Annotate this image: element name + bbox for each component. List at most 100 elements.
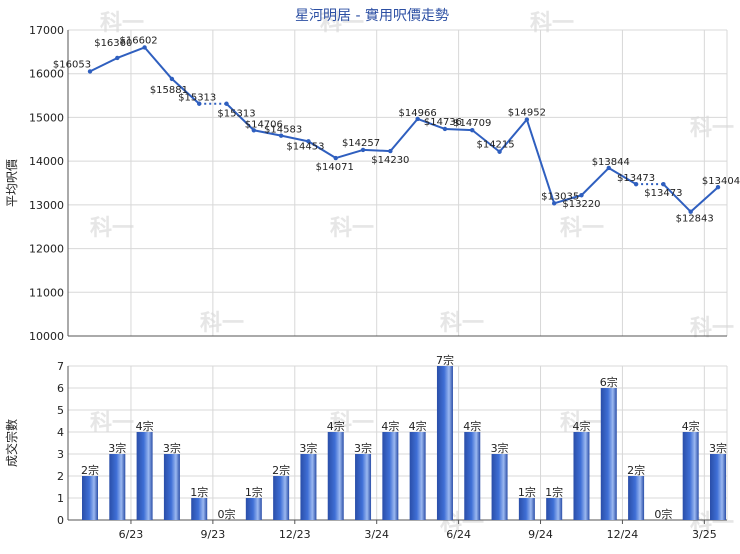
line-point-label: $14966 (399, 108, 437, 119)
series-line-segment (143, 46, 173, 80)
series-line-segment (171, 78, 200, 105)
line-point (388, 148, 393, 154)
bar (710, 454, 726, 520)
watermark-text: 科一 (440, 311, 484, 336)
line-point-label: $14257 (342, 138, 380, 149)
series-line-segment (608, 167, 637, 186)
line-point-label: $13404 (702, 176, 740, 187)
line-point-label: $14230 (371, 155, 409, 166)
y-tick-label: 14000 (29, 155, 64, 168)
bar-label: 4宗 (572, 419, 590, 433)
bar-label: 2宗 (272, 463, 290, 477)
y-tick-label: 12000 (29, 243, 64, 256)
bar (491, 454, 508, 520)
line-point (415, 116, 420, 122)
bar-label: 4宗 (463, 419, 481, 433)
line-point (197, 101, 202, 106)
line-point-label: $16360 (94, 38, 132, 49)
y-tick-label: 3 (57, 448, 64, 461)
bar (191, 498, 208, 520)
x-tick-label: 12/23 (279, 528, 311, 541)
y-axis-label: 平均呎價 (5, 159, 19, 207)
bar (518, 498, 535, 520)
line-point (524, 117, 530, 122)
watermark-text: 科一 (330, 216, 374, 241)
series-line-segment (690, 186, 719, 213)
bar (163, 454, 180, 520)
line-point-label: $13035 (541, 191, 579, 202)
series-line-segment (498, 118, 528, 153)
bar-label: 3宗 (491, 441, 509, 455)
bar (600, 388, 617, 520)
series-line-segment (307, 140, 337, 159)
x-tick-label: 9/24 (528, 528, 553, 541)
y-tick-label: 13000 (29, 199, 64, 212)
x-tick-label: 3/24 (364, 528, 389, 541)
line-point (579, 193, 584, 198)
bar-label: 2宗 (81, 463, 99, 477)
bar (682, 432, 699, 520)
line-point-label: $14706 (245, 119, 283, 130)
y-tick-label: 15000 (29, 111, 64, 124)
line-point-label: $15313 (217, 109, 255, 120)
line-point (251, 128, 257, 133)
line-point-label: $13220 (562, 199, 600, 210)
series-line-segment (525, 119, 556, 204)
bar-label: 4宗 (327, 419, 345, 433)
line-point-label: $14215 (476, 140, 514, 151)
y-axis-label: 成交宗數 (4, 419, 19, 467)
bar (382, 432, 399, 520)
bar (245, 498, 262, 520)
line-point (715, 184, 721, 190)
series-line-segment (335, 148, 364, 159)
bar-label: 1宗 (190, 485, 208, 499)
series-line-segment (662, 183, 692, 213)
y-tick-label: 4 (57, 426, 64, 439)
x-tick-label: 12/24 (607, 528, 639, 541)
line-point (470, 127, 475, 133)
line-point (551, 201, 557, 206)
watermark-text: 科一 (200, 311, 244, 336)
transactions-bar-chart: 0 1 2 3 4 5 6 7 成交宗數 2宗 3宗 4宗 3宗 1宗 0宗 1宗 2宗 3宗 4宗 3宗 4宗 4宗 7宗… (4, 353, 728, 541)
y-tick-label: 6 (57, 382, 64, 395)
series-line-segment (89, 57, 118, 73)
line-point (633, 181, 639, 187)
series-line-segment (444, 127, 473, 132)
series-line-segment (417, 117, 446, 130)
bar (300, 454, 317, 520)
y-tick-label: 17000 (29, 24, 64, 37)
x-tick-label: 3/25 (692, 528, 717, 541)
bar-label: 2宗 (627, 463, 645, 477)
line-point (142, 45, 147, 50)
y-tick-label: 1 (57, 492, 64, 505)
line-point-label: $16602 (120, 35, 158, 46)
bar-label: 4宗 (136, 419, 154, 433)
bar-label: 4宗 (682, 419, 700, 433)
line-point-label: $16053 (53, 59, 91, 70)
bar-label: 1宗 (245, 485, 263, 499)
bar (409, 432, 426, 520)
bar-label: 3宗 (354, 441, 372, 455)
x-tick-label: 6/24 (446, 528, 471, 541)
line-point-label: $15881 (150, 85, 188, 96)
bar (355, 454, 372, 520)
watermark-text: 科一 (320, 11, 364, 36)
y-tick-label: 7 (57, 360, 64, 373)
y-tick-label: 11000 (29, 286, 64, 299)
series-line-segment (253, 129, 282, 137)
watermark-text: 科一 (90, 216, 134, 241)
bar (546, 498, 563, 520)
line-point (442, 126, 448, 132)
line-point (688, 209, 693, 214)
y-tick-label: 2 (57, 470, 64, 483)
line-point (333, 155, 338, 161)
line-point-label: $14071 (316, 162, 354, 173)
watermark-text: 科一 (100, 11, 144, 36)
line-point-label: $13473 (617, 173, 655, 184)
x-tick-label: 6/23 (119, 528, 144, 541)
line-point (87, 69, 93, 74)
line-point (224, 101, 229, 106)
bar-label: 4宗 (409, 419, 427, 433)
line-point-label: $14583 (264, 125, 302, 136)
